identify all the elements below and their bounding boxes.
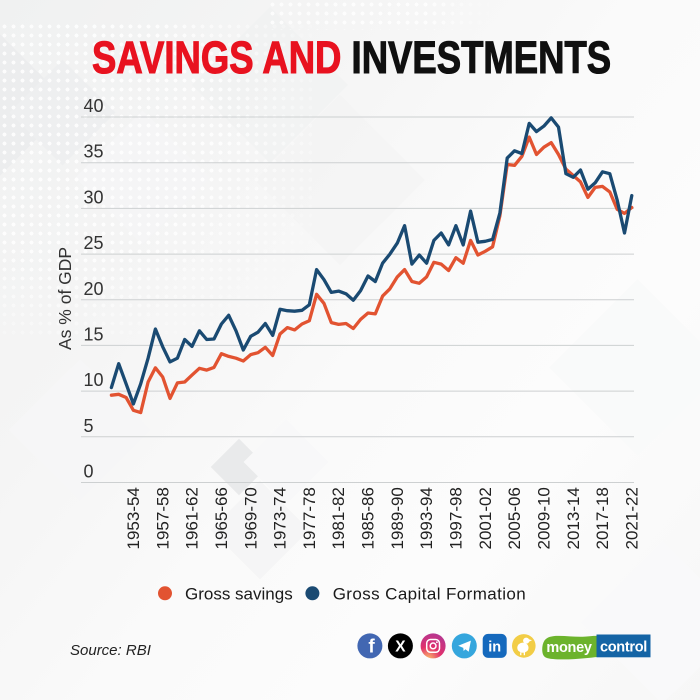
svg-text:20: 20	[84, 279, 104, 299]
svg-text:25: 25	[84, 233, 104, 253]
svg-text:money: money	[546, 640, 591, 656]
svg-text:1985-86: 1985-86	[359, 487, 378, 549]
svg-text:Gross savings: Gross savings	[185, 585, 293, 604]
svg-text:0: 0	[84, 462, 94, 482]
svg-text:1969-70: 1969-70	[241, 487, 260, 549]
svg-text:2001-02: 2001-02	[476, 487, 495, 549]
svg-text:1989-90: 1989-90	[388, 487, 407, 549]
svg-text:Source: RBI: Source: RBI	[70, 642, 151, 659]
svg-text:As % of GDP: As % of GDP	[55, 247, 75, 350]
svg-text:control: control	[600, 640, 647, 656]
svg-text:Gross Capital Formation: Gross Capital Formation	[333, 585, 526, 604]
svg-text:1973-74: 1973-74	[271, 487, 290, 549]
svg-text:2017-18: 2017-18	[593, 487, 612, 549]
svg-text:2005-06: 2005-06	[505, 487, 524, 549]
svg-text:1957-58: 1957-58	[153, 487, 172, 549]
svg-text:30: 30	[84, 187, 104, 207]
svg-text:2009-10: 2009-10	[535, 487, 554, 549]
svg-text:f: f	[368, 637, 375, 658]
svg-text:X: X	[395, 638, 406, 655]
svg-text:35: 35	[84, 142, 104, 162]
svg-text:2021-22: 2021-22	[622, 487, 641, 549]
svg-text:1965-66: 1965-66	[212, 487, 231, 549]
svg-text:2013-14: 2013-14	[564, 487, 583, 549]
svg-text:in: in	[488, 639, 501, 655]
svg-text:1981-82: 1981-82	[329, 487, 348, 549]
svg-text:1961-62: 1961-62	[183, 487, 202, 549]
svg-text:1993-94: 1993-94	[417, 487, 436, 549]
svg-text:15: 15	[84, 324, 104, 344]
svg-text:5: 5	[84, 416, 94, 436]
svg-text:10: 10	[84, 370, 104, 390]
svg-text:1953-54: 1953-54	[124, 487, 143, 549]
svg-text:40: 40	[84, 96, 104, 116]
svg-text:1977-78: 1977-78	[300, 487, 319, 549]
svg-text:1997-98: 1997-98	[447, 487, 466, 549]
